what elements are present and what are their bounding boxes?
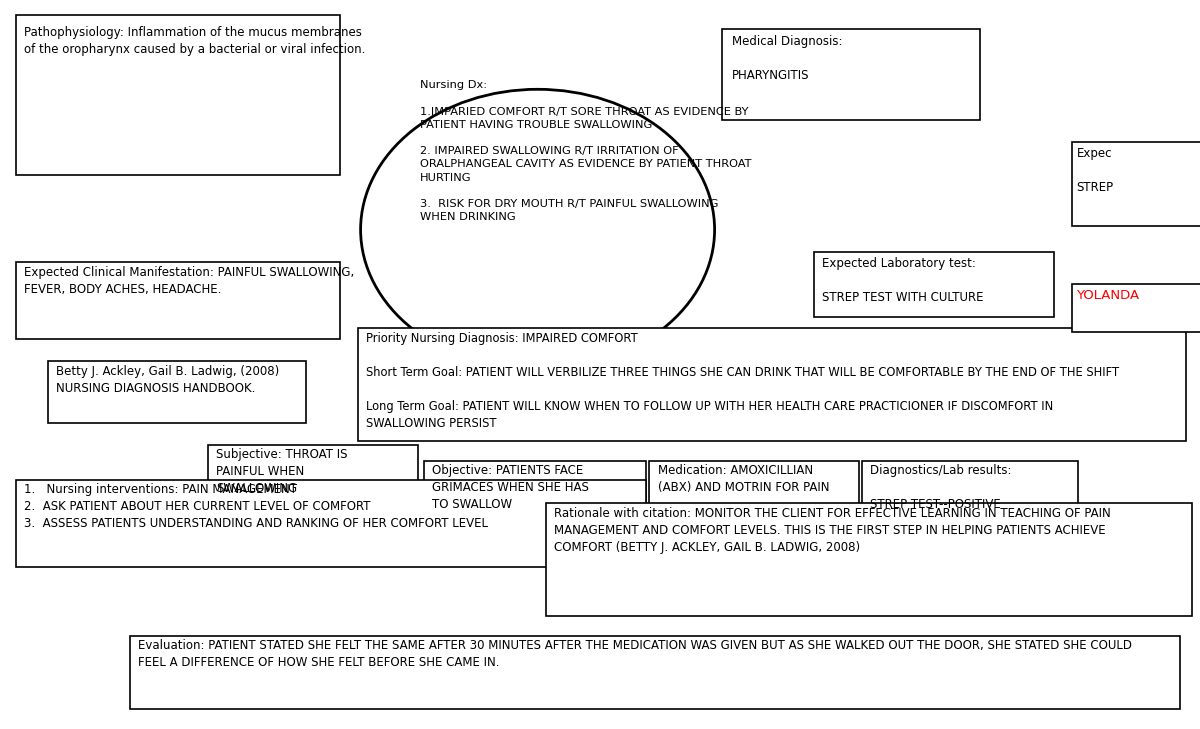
Text: Nursing Dx:

1.IMPARIED COMFORT R/T SORE THROAT AS EVIDENCE BY
PATIENT HAVING TR: Nursing Dx: 1.IMPARIED COMFORT R/T SORE … <box>420 80 751 222</box>
Text: Evaluation: PATIENT STATED SHE FELT THE SAME AFTER 30 MINUTES AFTER THE MEDICATI: Evaluation: PATIENT STATED SHE FELT THE … <box>138 639 1132 669</box>
FancyBboxPatch shape <box>130 636 1180 709</box>
FancyBboxPatch shape <box>1072 284 1200 332</box>
FancyBboxPatch shape <box>16 262 340 339</box>
FancyBboxPatch shape <box>16 15 340 175</box>
Text: Medical Diagnosis:

PHARYNGITIS: Medical Diagnosis: PHARYNGITIS <box>732 35 842 82</box>
Text: Subjective: THROAT IS
PAINFUL WHEN
SWALLOWING: Subjective: THROAT IS PAINFUL WHEN SWALL… <box>216 448 348 495</box>
FancyBboxPatch shape <box>424 461 646 548</box>
Text: Betty J. Ackley, Gail B. Ladwig, (2008)
NURSING DIAGNOSIS HANDBOOK.: Betty J. Ackley, Gail B. Ladwig, (2008) … <box>56 364 280 394</box>
Text: Pathophysiology: Inflammation of the mucus membranes
of the oropharynx caused by: Pathophysiology: Inflammation of the muc… <box>24 26 365 55</box>
FancyBboxPatch shape <box>48 361 306 423</box>
FancyBboxPatch shape <box>814 252 1054 317</box>
Text: Diagnostics/Lab results:

STREP TEST--POSITIVE: Diagnostics/Lab results: STREP TEST--POS… <box>870 464 1012 511</box>
Text: Rationale with citation: MONITOR THE CLIENT FOR EFFECTIVE LEARNING IN TEACHING O: Rationale with citation: MONITOR THE CLI… <box>554 507 1111 553</box>
Text: Medication: AMOXICILLIAN
(ABX) AND MOTRIN FOR PAIN: Medication: AMOXICILLIAN (ABX) AND MOTRI… <box>658 464 829 494</box>
Text: Expected Laboratory test:

STREP TEST WITH CULTURE: Expected Laboratory test: STREP TEST WIT… <box>822 257 984 303</box>
Text: Objective: PATIENTS FACE
GRIMACES WHEN SHE HAS
TO SWALLOW: Objective: PATIENTS FACE GRIMACES WHEN S… <box>432 464 589 511</box>
Text: YOLANDA: YOLANDA <box>1076 289 1140 303</box>
FancyBboxPatch shape <box>546 503 1192 616</box>
FancyBboxPatch shape <box>722 29 980 120</box>
FancyBboxPatch shape <box>1072 142 1200 226</box>
FancyBboxPatch shape <box>862 461 1078 548</box>
Text: Priority Nursing Diagnosis: IMPAIRED COMFORT

Short Term Goal: PATIENT WILL VERB: Priority Nursing Diagnosis: IMPAIRED COM… <box>366 332 1120 429</box>
FancyBboxPatch shape <box>649 461 859 548</box>
Text: Expec

STREP: Expec STREP <box>1076 147 1114 194</box>
Text: Expected Clinical Manifestation: PAINFUL SWALLOWING,
FEVER, BODY ACHES, HEADACHE: Expected Clinical Manifestation: PAINFUL… <box>24 266 354 296</box>
FancyBboxPatch shape <box>16 480 646 567</box>
FancyBboxPatch shape <box>208 445 418 529</box>
Text: 1.   Nursing interventions: PAIN MANAGEMENT
2.  ASK PATIENT ABOUT HER CURRENT LE: 1. Nursing interventions: PAIN MANAGEMEN… <box>24 483 488 530</box>
FancyBboxPatch shape <box>358 328 1186 441</box>
Ellipse shape <box>361 89 715 370</box>
